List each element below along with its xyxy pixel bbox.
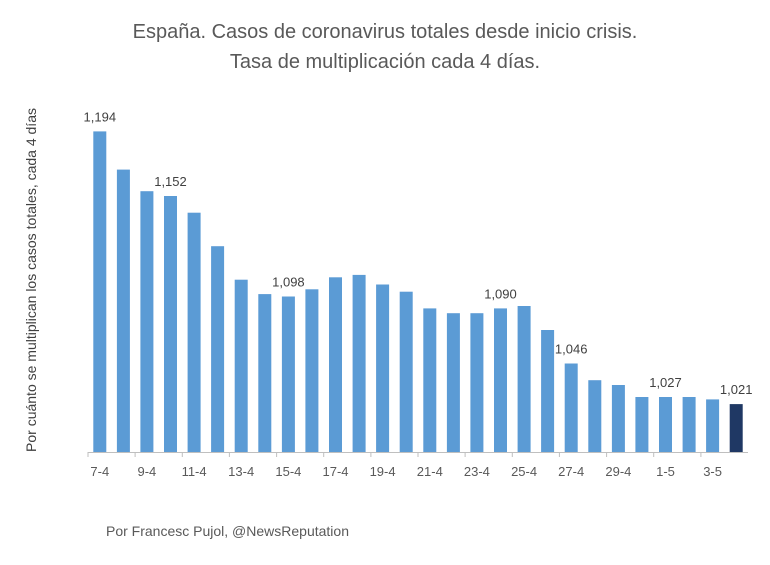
bar-17-4 (329, 277, 342, 452)
bar-28-4 (588, 380, 602, 452)
x-tick-label: 27-4 (558, 464, 584, 479)
x-tick-label: 3-5 (703, 464, 722, 479)
bar-4-5 (729, 404, 743, 452)
bar-1-5 (659, 397, 672, 452)
data-label: 1,027 (649, 375, 682, 390)
bar-24-4 (494, 308, 507, 452)
data-label: 1,090 (484, 286, 517, 301)
bar-16-4 (305, 289, 319, 452)
x-tick-label: 25-4 (511, 464, 537, 479)
bar-26-4 (541, 330, 555, 452)
chart-title-line-1: España. Casos de coronavirus totales des… (133, 21, 638, 43)
bar-20-4 (399, 291, 413, 452)
x-tick-label: 7-4 (90, 464, 109, 479)
data-label: 1,046 (555, 342, 588, 357)
bar-27-4 (564, 363, 578, 452)
x-tick-label: 1-5 (656, 464, 675, 479)
x-tick-label: 21-4 (417, 464, 443, 479)
y-axis-label: Por cuánto se multiplican los casos tota… (23, 108, 39, 452)
data-label: 1,098 (272, 275, 305, 290)
x-tick-labels-group: 7-4 9-4 11-4 13-4 15-4 17-4 19-4 21-4 23-4 25-4 27… (87, 452, 722, 479)
bar-12-4 (211, 246, 225, 452)
bar-14-4 (258, 294, 272, 452)
data-label: 1,194 (84, 109, 117, 124)
x-tick-label: 9-4 (138, 464, 157, 479)
bar-11-4 (187, 212, 201, 452)
x-tick-label: 19-4 (370, 464, 396, 479)
x-tick-label: 17-4 (322, 464, 348, 479)
data-label: 1,021 (720, 382, 753, 397)
chart-title-line-2: Tasa de multiplicación cada 4 días. (230, 51, 540, 73)
bar-2-5 (682, 397, 696, 452)
x-tick-label: 13-4 (228, 464, 254, 479)
bar-22-4 (446, 313, 460, 452)
bars-group (93, 131, 743, 452)
x-tick-label: 29-4 (605, 464, 631, 479)
bar-9-4 (140, 191, 154, 452)
bar-7-4 (93, 131, 107, 452)
bar-3-5 (706, 399, 720, 452)
bar-19-4 (376, 284, 390, 452)
bar-25-4 (517, 306, 531, 452)
bar-23-4 (470, 313, 484, 452)
bar-15-4 (281, 296, 295, 452)
x-tick-label: 15-4 (275, 464, 301, 479)
bar-21-4 (423, 308, 437, 452)
data-labels-group: 1,194 1,152 1,098 1,090 1,046 1,027 1,021 (84, 109, 753, 397)
bar-29-4 (611, 385, 625, 452)
data-label: 1,152 (154, 174, 187, 189)
bar-13-4 (234, 279, 248, 452)
bar-8-4 (116, 169, 130, 452)
bar-10-4 (164, 196, 177, 452)
bar-18-4 (352, 274, 366, 452)
x-tick-label: 23-4 (464, 464, 490, 479)
credit-text: Por Francesc Pujol, @NewsReputation (106, 523, 349, 539)
x-tick-label: 11-4 (182, 464, 207, 479)
bar-30-4 (635, 397, 649, 452)
